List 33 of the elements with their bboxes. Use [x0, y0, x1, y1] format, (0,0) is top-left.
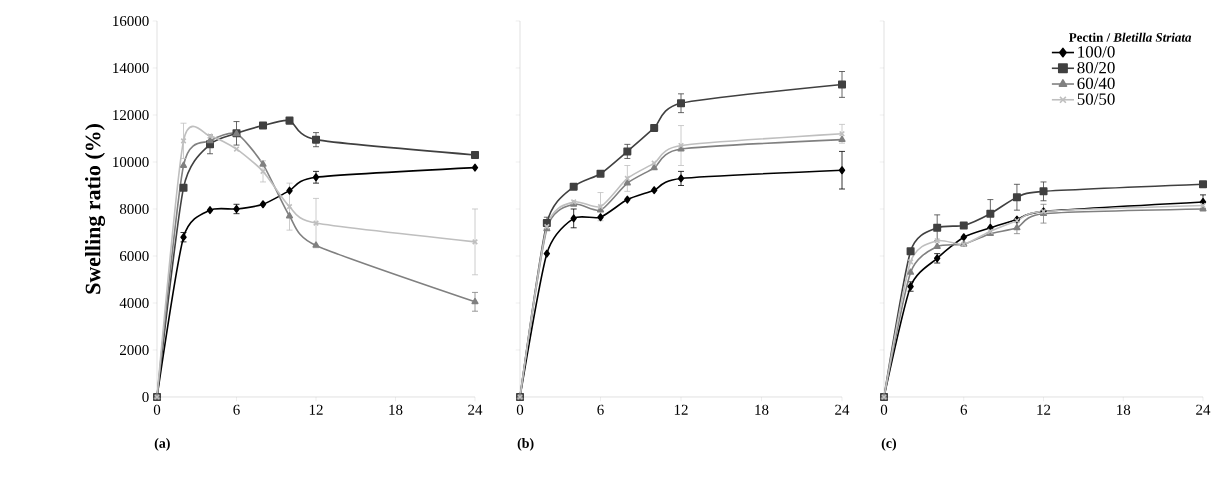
y-tick-label: 12000: [113, 109, 149, 121]
x-tick-label: 24: [835, 404, 850, 415]
y-tick-label: 6000: [119, 250, 149, 262]
x-tick-label: 6: [960, 404, 968, 415]
text: (a): [154, 438, 170, 451]
y-tick-label: 14000: [113, 62, 149, 74]
x-tick-label: 0: [153, 404, 161, 415]
legend-label: 60/40: [1077, 77, 1115, 90]
x-tick-label: 12: [309, 404, 323, 415]
y-tick-label: 8000: [119, 203, 149, 215]
y-tick-label: 10000: [113, 156, 149, 168]
legend-title: Pectin / Bletilla Striata: [1068, 32, 1192, 42]
y-tick-label: 2000: [120, 344, 149, 356]
legend-label: 80/20: [1077, 61, 1115, 74]
x-tick-label: 12: [1037, 404, 1051, 415]
x-tick-label: 24: [468, 404, 483, 415]
legend-label: 50/50: [1077, 93, 1115, 105]
text: (b): [517, 438, 534, 451]
x-tick-label: 0: [516, 404, 524, 415]
x-tick-label: 24: [1196, 404, 1211, 415]
x-tick-label: 6: [597, 404, 604, 415]
y-tick-label: 16000: [113, 15, 149, 27]
y-tick-label: 4000: [119, 297, 149, 309]
x-tick-label: 18: [389, 404, 403, 415]
x-tick-label: 6: [233, 404, 240, 415]
y-axis-title: Swelling ratio (%): [85, 124, 106, 294]
legend-label: 100/0: [1078, 46, 1115, 58]
x-tick-label: 18: [1117, 404, 1131, 415]
x-tick-label: 0: [880, 404, 888, 415]
x-tick-label: 18: [755, 404, 769, 415]
y-tick-label: 0: [142, 391, 149, 403]
text: (c): [881, 438, 897, 451]
x-tick-label: 12: [674, 404, 688, 415]
